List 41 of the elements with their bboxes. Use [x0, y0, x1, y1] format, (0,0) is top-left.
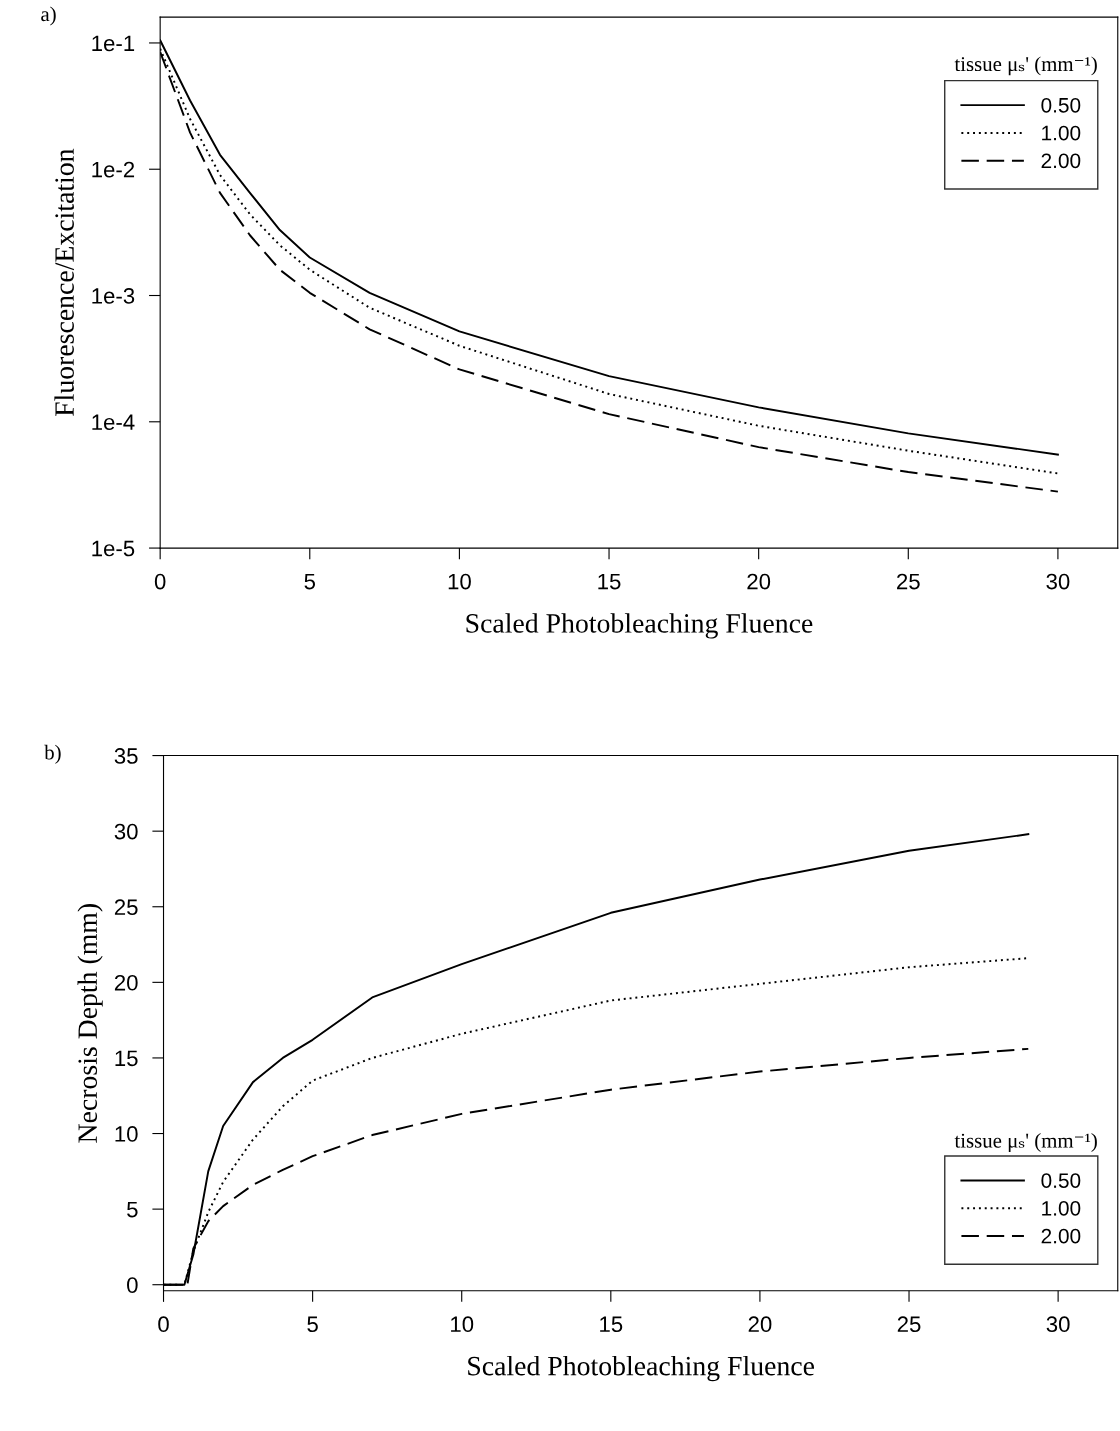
x-tick-label: 5	[304, 573, 316, 590]
text: b)	[44, 744, 61, 764]
x-tick-label: 15	[600, 1316, 623, 1333]
legend-label: 2.00	[1041, 1228, 1081, 1244]
y-tick-label: 1e-5	[92, 540, 135, 557]
x-tick-label: 5	[307, 1316, 318, 1333]
x-tick-label: 25	[897, 573, 920, 590]
legend-label: 2.00	[1041, 153, 1081, 169]
y-tick-label: 30	[114, 823, 138, 840]
legend-label: 1.00	[1042, 125, 1081, 141]
y-tick-label: 1e-4	[92, 414, 135, 431]
x-tick-label: 10	[448, 573, 471, 590]
y-axis-title: Necrosis Depth (mm)	[77, 904, 103, 1143]
y-tick-label: 25	[114, 899, 138, 916]
text: a)	[41, 6, 56, 26]
y-axis-title: Fluorescence/Excitation	[54, 148, 74, 417]
legend-label: 1.00	[1042, 1201, 1081, 1216]
x-tick-label: 20	[747, 573, 771, 590]
y-tick-label: 1e-1	[92, 35, 135, 52]
y-tick-label: 0	[127, 1277, 138, 1293]
legend-title: tissue μₛ' (mm⁻¹)	[954, 56, 1097, 76]
x-axis-title: Scaled Photobleaching Fluence	[466, 613, 813, 639]
x-tick-label: 10	[451, 1316, 474, 1333]
y-tick-label: 20	[114, 974, 138, 991]
y-tick-label: 1e-3	[92, 288, 135, 304]
legend-label: 0.50	[1041, 1173, 1081, 1188]
x-tick-label: 30	[1046, 573, 1070, 590]
x-tick-label: 0	[154, 573, 166, 590]
x-axis-title: Scaled Photobleaching Fluence	[468, 1355, 815, 1382]
y-tick-label: 10	[115, 1126, 138, 1142]
y-tick-label: 15	[115, 1050, 138, 1067]
x-tick-label: 25	[897, 1316, 921, 1333]
x-tick-label: 15	[598, 573, 621, 590]
x-tick-label: 20	[748, 1316, 772, 1333]
legend-title: tissue μₛ' (mm⁻¹)	[954, 1133, 1097, 1152]
y-tick-label: 5	[127, 1201, 138, 1218]
x-tick-label: 0	[158, 1316, 169, 1333]
y-tick-label: 1e-2	[92, 161, 135, 178]
legend-label: 0.50	[1041, 97, 1081, 113]
y-tick-label: 35	[114, 748, 138, 764]
x-tick-label: 30	[1046, 1316, 1070, 1333]
